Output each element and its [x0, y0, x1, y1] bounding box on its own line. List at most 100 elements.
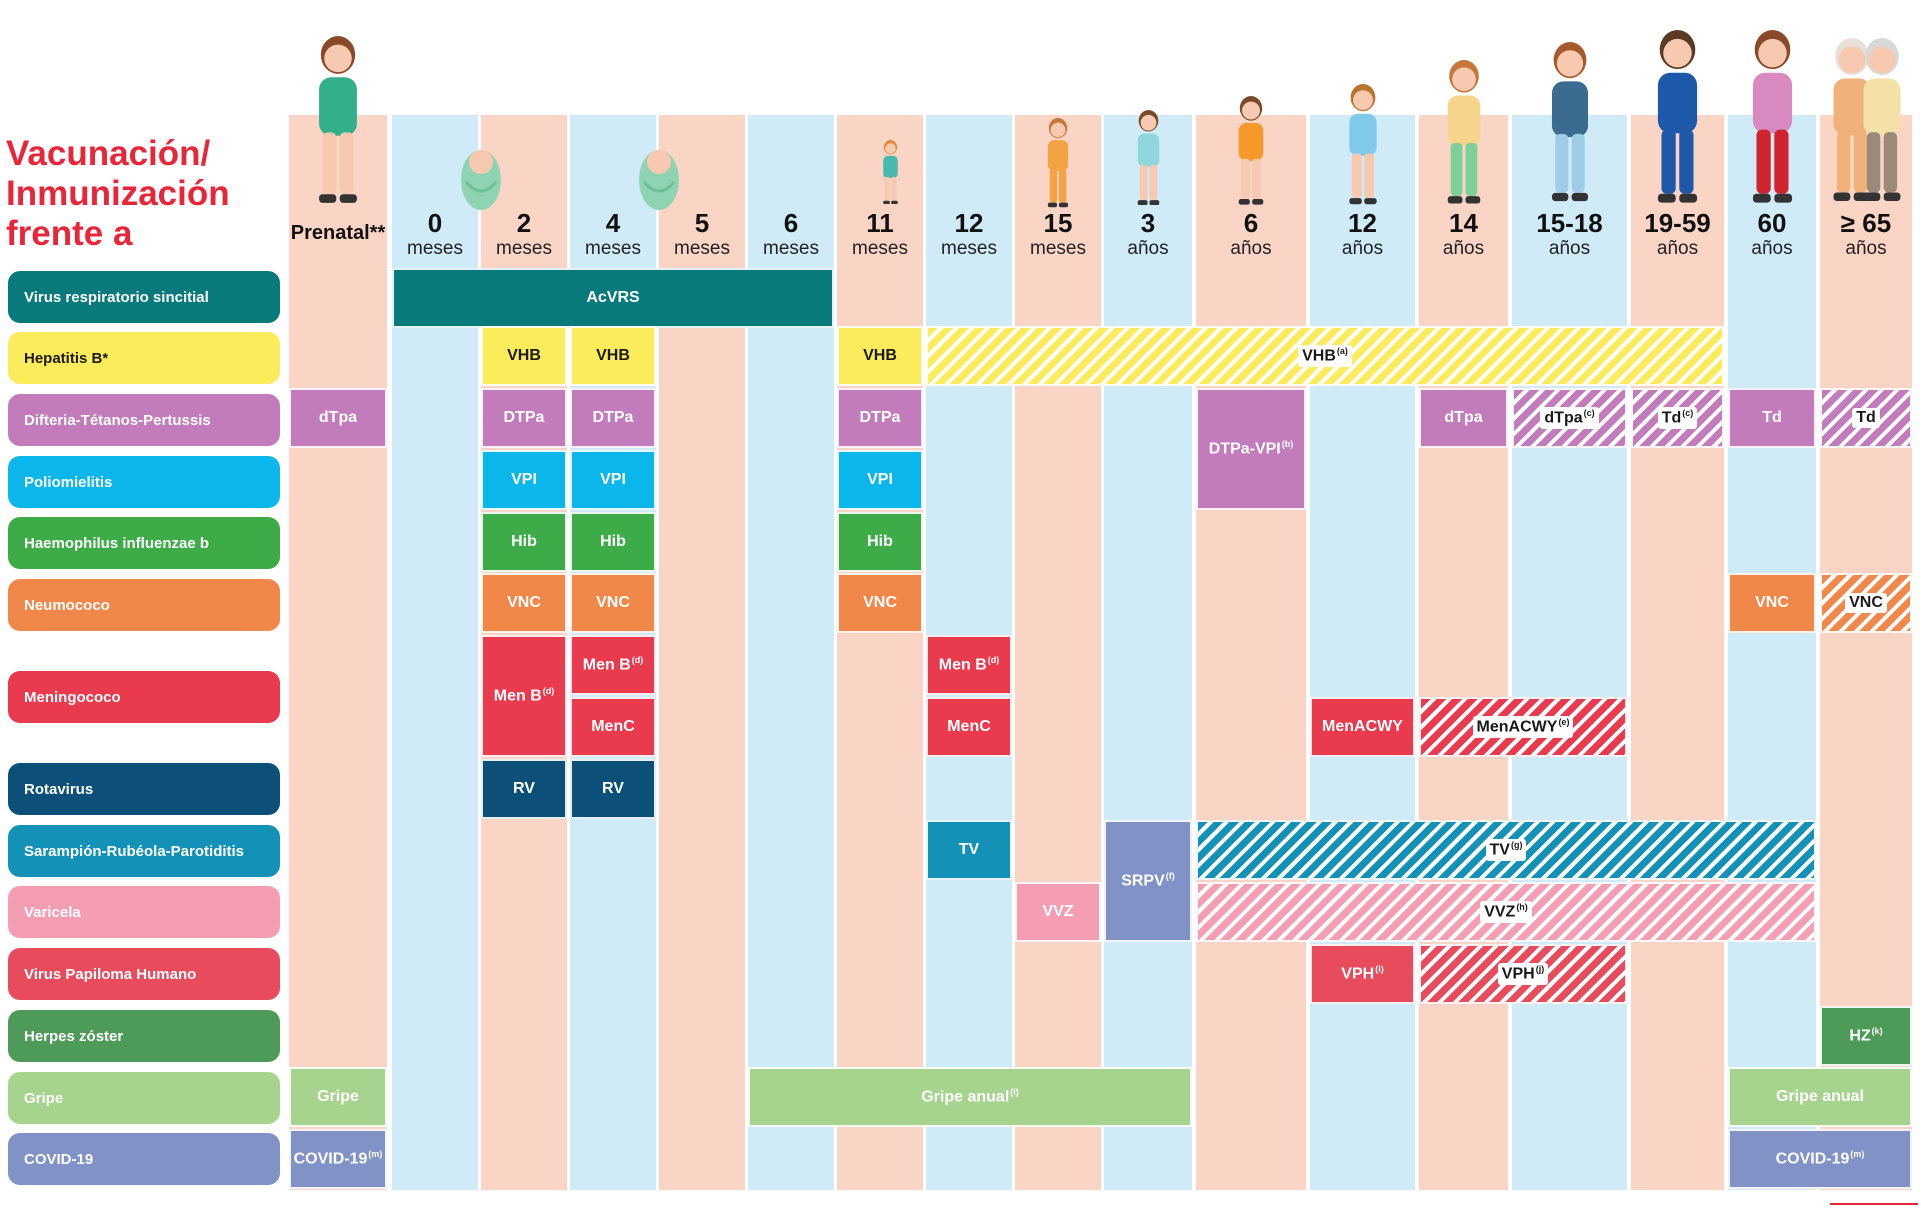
vaccine-label: DTPa [592, 409, 634, 426]
vaccine-label: Men B(d) [582, 655, 644, 674]
disease-label: COVID-19 [8, 1133, 280, 1185]
vaccine-label: VPH(j) [1497, 963, 1549, 985]
disease-label: Rotavirus [8, 763, 280, 815]
vaccine-label: VHB [596, 347, 630, 364]
person-icon [1863, 38, 1901, 201]
age-header: 15 meses [1015, 208, 1101, 260]
vaccine-label: Gripe anual(l) [921, 1087, 1019, 1106]
age-unit: años [1845, 238, 1887, 259]
disease-label: Varicela [8, 886, 280, 938]
vaccine-label: Hib [600, 533, 626, 550]
disease-label: Gripe [8, 1072, 280, 1124]
age-unit: años [1341, 238, 1384, 259]
person-figure [1332, 84, 1394, 208]
age-number: 60 [1757, 208, 1787, 238]
vaccine-box: dTpa [289, 388, 387, 448]
vaccine-label: dTpa [318, 409, 358, 426]
vaccine-label: VNC [1845, 593, 1887, 613]
age-label: Prenatal** [290, 222, 386, 244]
age-header: 4 meses [570, 208, 656, 260]
age-number: 3 [1140, 208, 1156, 238]
age-column [1310, 115, 1415, 1190]
vaccine-footnote: (d) [631, 655, 644, 666]
vaccine-label: VVZ(h) [1480, 901, 1532, 923]
vaccine-box: TV(g) [1196, 820, 1816, 880]
vaccine-box: COVID-19(m) [1728, 1129, 1912, 1189]
age-number: 11 [866, 208, 894, 238]
age-header: 15-18 años [1512, 208, 1627, 260]
vaccine-label: SRPV(f) [1121, 871, 1175, 890]
age-unit: meses [585, 238, 641, 259]
vaccine-footnote: (m) [1850, 1149, 1865, 1160]
vaccine-footnote: (f) [1165, 871, 1175, 882]
vaccine-footnote: (h) [1516, 902, 1528, 913]
age-unit: meses [941, 238, 997, 259]
vaccine-box: VPH(j) [1419, 944, 1627, 1004]
person-icon [1752, 30, 1792, 203]
vaccine-label: VVZ [1042, 903, 1074, 920]
age-number: 19-59 [1644, 208, 1711, 238]
age-header: ≥ 65 años [1820, 208, 1912, 260]
vaccine-label: dTpa(c) [1540, 407, 1599, 429]
vaccine-box: VHB [570, 326, 656, 386]
vaccine-label: Td [1852, 408, 1880, 428]
age-unit: años [1127, 238, 1169, 259]
person-icon [1348, 84, 1377, 205]
vaccine-footnote: (k) [1871, 1026, 1883, 1037]
person-figure [1810, 38, 1894, 206]
vaccine-label: TV(g) [1485, 839, 1527, 861]
vaccine-box: Men B(d) [926, 635, 1012, 695]
age-unit: meses [496, 238, 552, 259]
vaccine-label: VNC [863, 594, 897, 611]
age-header: 60 años [1728, 208, 1816, 260]
age-header: 0 meses [392, 208, 478, 260]
vaccine-box: VNC [481, 573, 567, 633]
age-header: 11 meses [837, 208, 923, 260]
vaccine-footnote: (d) [542, 686, 555, 697]
vaccine-box: DTPa [481, 388, 567, 448]
age-header: 2 meses [481, 208, 567, 260]
vaccine-box: Td [1728, 388, 1816, 448]
title-line-3: frente a [6, 214, 133, 253]
vaccine-label: MenACWY(e) [1472, 716, 1574, 738]
vaccine-box: Hib [481, 512, 567, 572]
age-column [1728, 115, 1816, 1190]
person-figure [1529, 42, 1611, 206]
vaccine-box: dTpa [1419, 388, 1508, 448]
vaccine-box: VNC [1728, 573, 1816, 633]
person-figure [1728, 30, 1817, 208]
age-unit: meses [674, 238, 730, 259]
vaccine-box: VPH(i) [1310, 944, 1415, 1004]
vaccine-footnote: (m) [368, 1149, 383, 1160]
vaccine-box: Gripe [289, 1067, 387, 1127]
vaccine-box: VPI [837, 450, 923, 510]
age-unit: años [1656, 238, 1699, 259]
vaccine-box: TV [926, 820, 1012, 880]
vaccine-footnote: (c) [1583, 408, 1595, 419]
age-header: 5 meses [659, 208, 745, 260]
disease-label: Haemophilus influenzae b [8, 517, 280, 569]
title-line-2: Inmunización [6, 174, 230, 213]
vaccine-box: VNC [1820, 573, 1912, 633]
age-header: 3 años [1104, 208, 1192, 260]
age-header: 6 meses [748, 208, 834, 260]
age-unit: años [1442, 238, 1485, 259]
disease-label: Poliomielitis [8, 456, 280, 508]
disease-label: Difteria-Tétanos-Pertussis [8, 394, 280, 446]
vaccine-box: DTPa [570, 388, 656, 448]
vaccine-label: COVID-19(m) [293, 1149, 383, 1168]
age-column [1104, 115, 1192, 1190]
age-number: 4 [605, 208, 621, 238]
vaccine-box: Hib [570, 512, 656, 572]
vaccine-label: COVID-19(m) [1775, 1149, 1865, 1168]
vaccine-label: Td [1762, 409, 1782, 426]
vaccine-label: Hib [511, 533, 537, 550]
vaccine-label: AcVRS [586, 289, 640, 306]
vaccine-label: VNC [596, 594, 630, 611]
age-unit: años [1751, 238, 1793, 259]
age-column [1512, 115, 1627, 1190]
vaccine-box: MenACWY [1310, 697, 1415, 757]
calendar-title: Vacunación/ Inmunización frente a [6, 134, 286, 254]
age-unit: años [1230, 238, 1272, 259]
